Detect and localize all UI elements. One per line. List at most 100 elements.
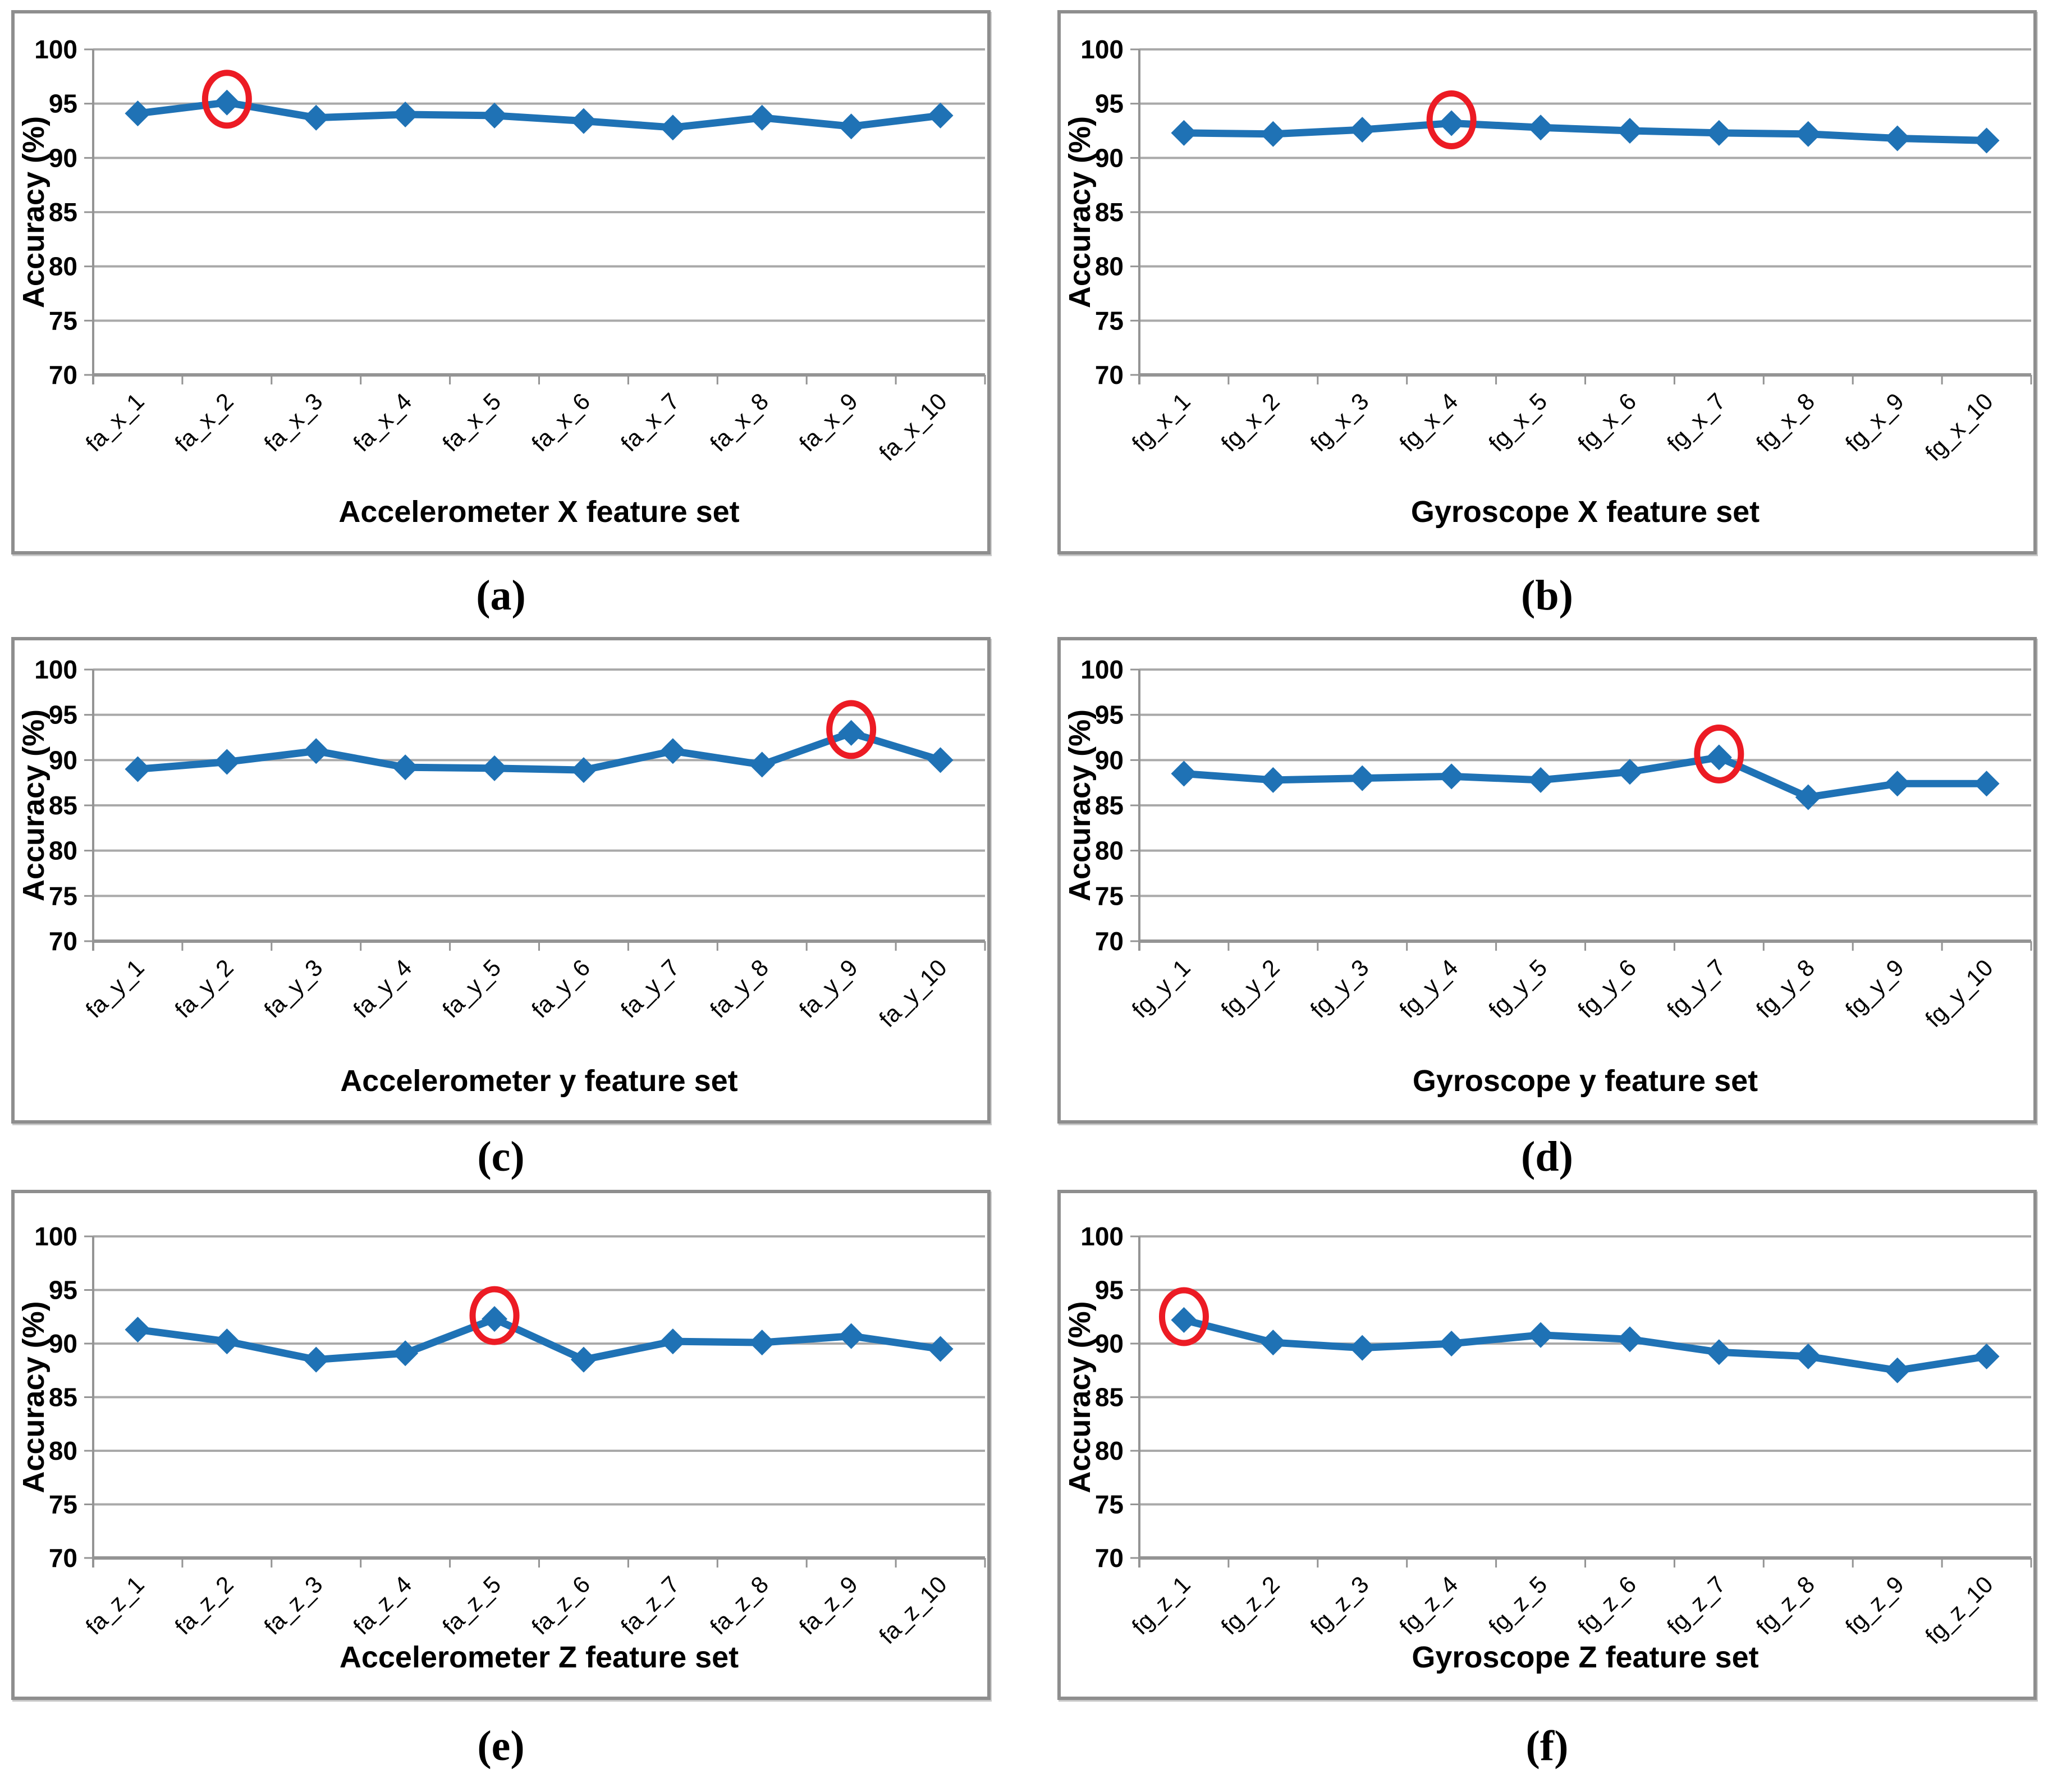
- data-point-marker: [214, 89, 240, 116]
- y-tick-label: 80: [1095, 252, 1124, 281]
- y-tick-label: 100: [34, 655, 77, 684]
- data-point-marker: [1260, 767, 1286, 793]
- x-axis-title: Accelerometer Z feature set: [340, 1640, 739, 1674]
- y-tick-label: 100: [34, 35, 77, 64]
- x-category-label: fa_y_4: [348, 954, 416, 1023]
- data-point-marker: [1706, 120, 1732, 146]
- line-chart-gyroscope-x: 70 75 80 85 90 95 100 fg_x_1 fg_x_2 fg_x_3 fg_x_4 f…: [1063, 35, 2032, 529]
- y-tick-label: 90: [1095, 1329, 1124, 1358]
- y-tick-label: 75: [1095, 1490, 1124, 1519]
- x-category-label: fg_z_10: [1920, 1571, 1998, 1649]
- accuracy-line: [1180, 119, 1991, 144]
- x-category-label: fg_z_8: [1751, 1571, 1820, 1639]
- x-category-label: fa_z_3: [259, 1571, 327, 1639]
- data-point-marker: [482, 102, 508, 129]
- x-category-label: fg_x_6: [1573, 388, 1641, 456]
- line-chart-accelerometer-z: 70 75 80 85 90 95 100 fa_z_1 fa_z_2 fa_z_3 fa_z_4 f…: [17, 1222, 986, 1674]
- x-category-label: fg_z_7: [1662, 1571, 1730, 1639]
- x-category-label: fa_y_1: [80, 954, 149, 1023]
- y-tick-label: 90: [49, 1329, 77, 1358]
- data-point-marker: [1438, 110, 1465, 136]
- highlight-circle: [1158, 1287, 1209, 1346]
- highlight-circle: [1694, 724, 1744, 783]
- data-point-marker: [1795, 121, 1821, 147]
- data-point-marker: [1438, 763, 1465, 790]
- x-category-label: fa_z_5: [437, 1571, 506, 1639]
- highlight-circle: [201, 70, 252, 129]
- x-category-label: fa_z_9: [794, 1571, 863, 1639]
- highlight-circle: [826, 700, 877, 759]
- y-tick-label: 85: [49, 791, 77, 820]
- x-category-label: fa_y_10: [874, 954, 952, 1032]
- x-category-label: fg_x_10: [1920, 388, 1998, 466]
- y-tick-label: 100: [1080, 655, 1124, 684]
- x-category-label: fg_x_9: [1840, 388, 1909, 456]
- x-category-label: fa_x_9: [794, 388, 863, 456]
- data-point-marker: [838, 113, 864, 140]
- data-point-marker: [927, 1336, 954, 1362]
- data-point-marker: [1973, 127, 2000, 154]
- data-point-marker: [1260, 1330, 1286, 1356]
- data-point-marker: [749, 1330, 775, 1356]
- data-point-marker: [659, 114, 686, 141]
- data-point-marker: [482, 1306, 508, 1332]
- panel-caption: (e): [477, 1722, 525, 1770]
- x-category-label: fg_y_5: [1483, 954, 1552, 1023]
- data-point-marker: [214, 1328, 240, 1355]
- y-tick-label: 70: [1095, 1543, 1124, 1573]
- x-category-label: fg_y_7: [1662, 954, 1730, 1023]
- x-category-label: fg_x_1: [1126, 388, 1195, 456]
- x-category-label: fg_y_2: [1216, 954, 1284, 1023]
- y-tick-label: 80: [49, 252, 77, 281]
- x-category-label: fg_x_4: [1394, 388, 1463, 456]
- x-category-label: fa_x_3: [259, 388, 327, 456]
- line-chart-accelerometer-y: 70 75 80 85 90 95 100 fa_y_1 fa_y_2 fa_y_3 fa_y_4 f…: [17, 655, 986, 1098]
- data-point-marker: [1528, 114, 1554, 141]
- x-axis-title: Accelerometer X feature set: [338, 495, 739, 529]
- y-tick-label: 75: [1095, 306, 1124, 335]
- data-point-marker: [1349, 117, 1376, 143]
- x-category-label: fg_y_8: [1751, 954, 1820, 1023]
- data-point-marker: [1438, 1331, 1465, 1356]
- x-category-label: fg_y_4: [1394, 954, 1463, 1023]
- chart-box: 70 75 80 85 90 95 100 fa_x_1 fa_x_2 fa_x_3 fa_x_4 f…: [11, 10, 991, 554]
- y-tick-label: 70: [49, 927, 77, 956]
- data-point-marker: [392, 1340, 419, 1367]
- data-point-marker: [1260, 121, 1286, 147]
- x-category-label: fa_z_8: [705, 1571, 773, 1639]
- x-axis-title: Gyroscope y feature set: [1413, 1064, 1758, 1098]
- data-point-marker: [1973, 1343, 2000, 1369]
- x-category-label: fa_z_4: [348, 1571, 416, 1639]
- panel-caption: (d): [1521, 1133, 1573, 1180]
- x-axis-title: Gyroscope X feature set: [1411, 495, 1760, 529]
- x-category-label: fg_z_2: [1216, 1571, 1284, 1639]
- x-category-label: fa_x_7: [616, 388, 684, 456]
- x-category-label: fa_y_7: [616, 954, 684, 1023]
- y-tick-label: 85: [49, 198, 77, 227]
- y-tick-label: 85: [1095, 791, 1124, 820]
- x-category-label: fg_z_4: [1394, 1571, 1463, 1639]
- figure-row-2: 70 75 80 85 90 95 100 fa_y_1 fa_y_2 fa_y_3 fa_y_4 f…: [11, 637, 2037, 1190]
- x-category-label: fg_y_6: [1573, 954, 1641, 1023]
- data-point-marker: [570, 108, 597, 134]
- x-category-label: fg_z_5: [1483, 1571, 1552, 1639]
- data-point-marker: [570, 1346, 597, 1373]
- chart-panel-d: 70 75 80 85 90 95 100 fg_y_1 fg_y_2 fg_y_3 fg_y_4 f…: [1057, 637, 2037, 1190]
- y-tick-label: 70: [49, 1543, 77, 1573]
- y-tick-label: 90: [49, 745, 77, 774]
- figure-row-1: 70 75 80 85 90 95 100 fa_x_1 fa_x_2 fa_x_3 fa_x_4 f…: [11, 10, 2037, 637]
- data-point-marker: [1706, 744, 1732, 771]
- data-point-marker: [1884, 125, 1910, 152]
- panel-caption: (a): [476, 572, 526, 619]
- x-category-label: fg_y_1: [1126, 954, 1195, 1023]
- data-point-marker: [749, 104, 775, 131]
- y-tick-label: 80: [1095, 1436, 1124, 1465]
- x-category-label: fa_z_6: [526, 1571, 595, 1639]
- line-chart-gyroscope-y: 70 75 80 85 90 95 100 fg_y_1 fg_y_2 fg_y_3 fg_y_4 f…: [1063, 655, 2032, 1098]
- data-point-marker: [1616, 1326, 1643, 1353]
- accuracy-line: [134, 1315, 945, 1364]
- data-point-marker: [1706, 1339, 1732, 1365]
- data-point-marker: [1171, 760, 1197, 787]
- y-tick-label: 70: [1095, 360, 1124, 389]
- y-tick-label: 75: [49, 881, 77, 910]
